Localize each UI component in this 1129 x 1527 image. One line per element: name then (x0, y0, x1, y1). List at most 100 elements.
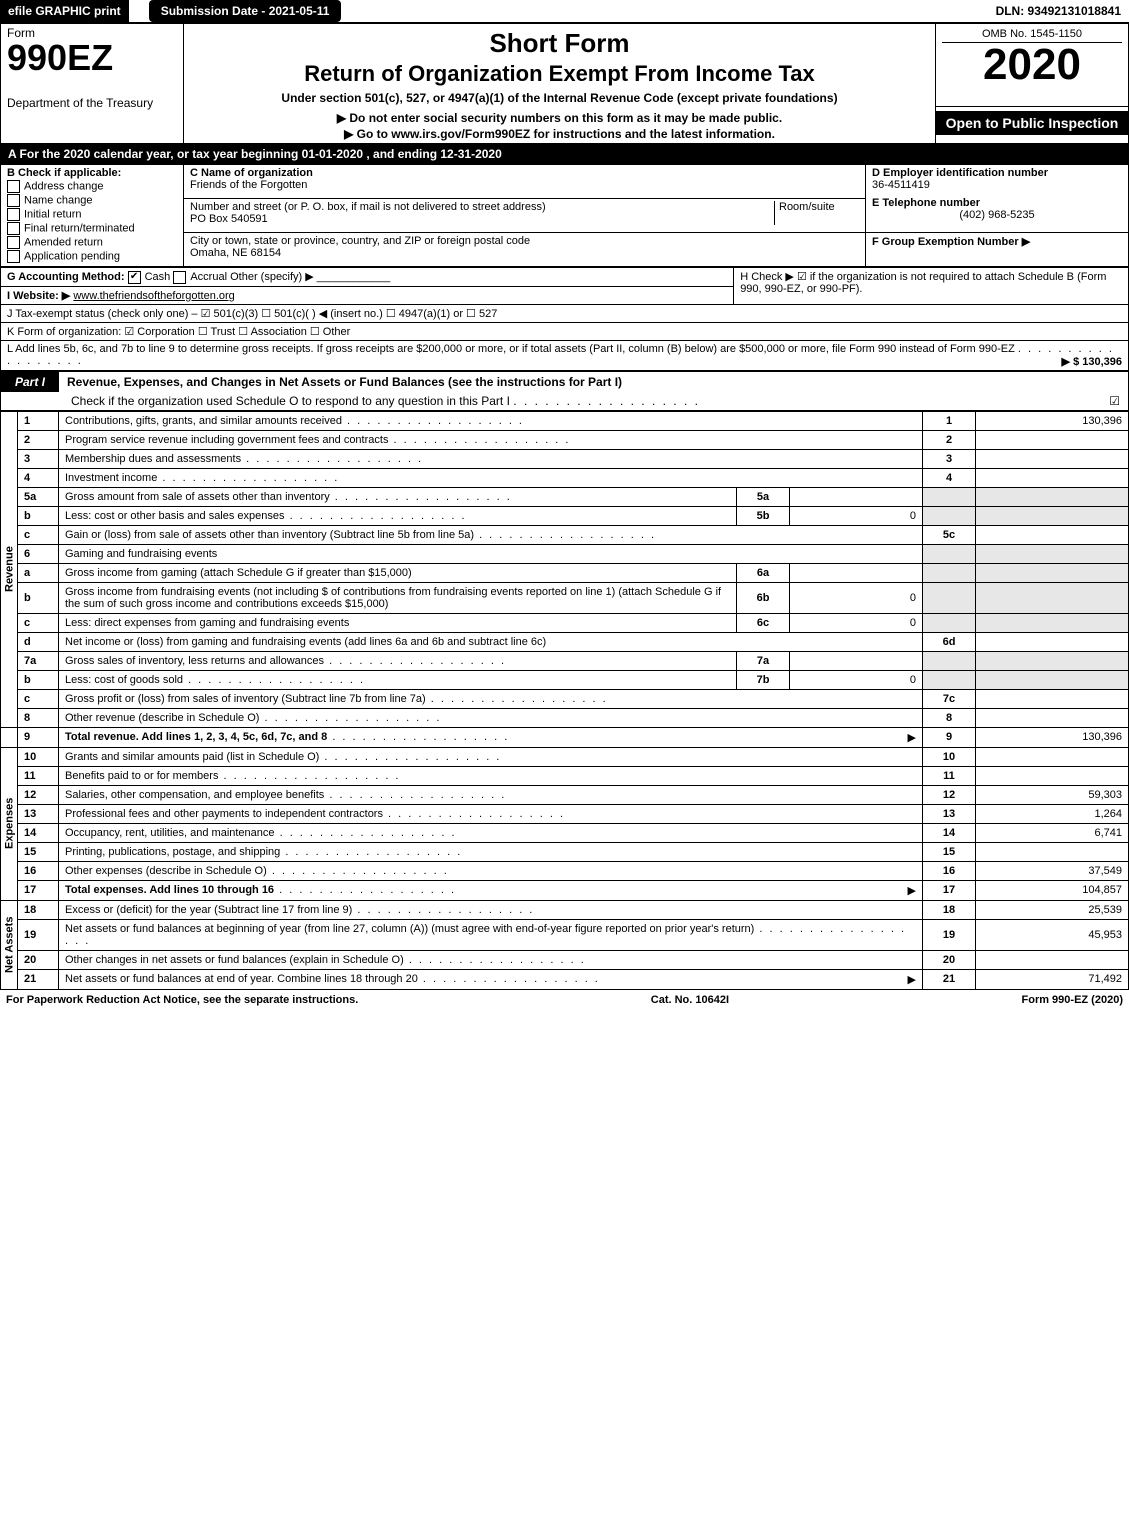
ln6b-desc: Gross income from fundraising events (no… (65, 586, 721, 610)
instructions-link[interactable]: ▶ Go to www.irs.gov/Form990EZ for instru… (190, 127, 929, 141)
ln18-amt: 25,539 (976, 900, 1129, 919)
ln3-amt (976, 449, 1129, 468)
ln3-no: 3 (18, 449, 59, 468)
ln6b-sub: 6b (737, 582, 790, 613)
ln12-col: 12 (923, 785, 976, 804)
ln19-desc: Net assets or fund balances at beginning… (65, 923, 754, 935)
ln9-arrow: ▶ (908, 731, 916, 744)
footer-mid: Cat. No. 10642I (651, 994, 729, 1006)
ln16-desc: Other expenses (describe in Schedule O) (65, 865, 267, 877)
ln6-no: 6 (18, 544, 59, 563)
ln19-no: 19 (18, 919, 59, 950)
ln17-no: 17 (18, 880, 59, 900)
city-label: City or town, state or province, country… (190, 235, 859, 247)
ln4-amt (976, 468, 1129, 487)
ln17-desc: Total expenses. Add lines 10 through 16 (65, 884, 274, 896)
side-net-assets: Net Assets (1, 900, 18, 989)
ln2-col: 2 (923, 430, 976, 449)
ln20-amt (976, 950, 1129, 969)
dept-treasury: Department of the Treasury (7, 96, 177, 110)
i-label: I Website: ▶ (7, 290, 70, 302)
ln6b-subamt: 0 (790, 582, 923, 613)
ln16-col: 16 (923, 861, 976, 880)
ln14-desc: Occupancy, rent, utilities, and maintena… (65, 827, 275, 839)
chk-cash[interactable]: ✔ (128, 271, 141, 284)
addr: PO Box 540591 (190, 213, 774, 225)
ln17-amt: 104,857 (976, 880, 1129, 900)
ln6c-subamt: 0 (790, 613, 923, 632)
ln21-no: 21 (18, 969, 59, 989)
website-link[interactable]: www.thefriendsoftheforgotten.org (73, 290, 234, 302)
l-text: L Add lines 5b, 6c, and 7b to line 9 to … (7, 343, 1015, 355)
top-bar: efile GRAPHIC print Submission Date - 20… (0, 0, 1129, 23)
short-form-title: Short Form (190, 28, 929, 59)
form-header: Form 990EZ Department of the Treasury Sh… (0, 23, 1129, 144)
ln7c-no: c (18, 689, 59, 708)
ln19-amt: 45,953 (976, 919, 1129, 950)
chk-amended-return[interactable] (7, 236, 20, 249)
chk-name-change[interactable] (7, 194, 20, 207)
ln7b-desc: Less: cost of goods sold (65, 674, 183, 686)
ln19-col: 19 (923, 919, 976, 950)
ln15-desc: Printing, publications, postage, and shi… (65, 846, 280, 858)
ln11-desc: Benefits paid to or for members (65, 770, 218, 782)
ln6a-subamt (790, 563, 923, 582)
f-label: F Group Exemption Number ▶ (872, 235, 1122, 248)
chk-final-return[interactable] (7, 222, 20, 235)
ln1-col: 1 (923, 411, 976, 430)
ln8-desc: Other revenue (describe in Schedule O) (65, 712, 259, 724)
dln: DLN: 93492131018841 (988, 0, 1129, 22)
ln3-desc: Membership dues and assessments (65, 453, 241, 465)
b-item-3: Final return/terminated (24, 222, 135, 234)
chk-address-change[interactable] (7, 180, 20, 193)
ln9-no: 9 (18, 727, 59, 747)
ln5a-no: 5a (18, 487, 59, 506)
ln8-no: 8 (18, 708, 59, 727)
public-notice: ▶ Do not enter social security numbers o… (190, 111, 929, 125)
ln7a-sub: 7a (737, 651, 790, 670)
part1-header: Part I Revenue, Expenses, and Changes in… (0, 371, 1129, 411)
ln5c-amt (976, 525, 1129, 544)
ln4-col: 4 (923, 468, 976, 487)
side-expenses: Expenses (1, 747, 18, 900)
d-label: D Employer identification number (872, 167, 1122, 179)
ln18-desc: Excess or (deficit) for the year (Subtra… (65, 904, 352, 916)
ln7c-col: 7c (923, 689, 976, 708)
ln2-no: 2 (18, 430, 59, 449)
chk-application-pending[interactable] (7, 250, 20, 263)
form-number: 990EZ (7, 40, 177, 76)
ln18-col: 18 (923, 900, 976, 919)
efile-print[interactable]: efile GRAPHIC print (0, 0, 129, 22)
ln21-desc: Net assets or fund balances at end of ye… (65, 973, 418, 985)
ln1-amt: 130,396 (976, 411, 1129, 430)
ln11-no: 11 (18, 766, 59, 785)
ln20-desc: Other changes in net assets or fund bala… (65, 954, 404, 966)
tax-year: 2020 (942, 43, 1122, 87)
ln5b-sub: 5b (737, 506, 790, 525)
chk-initial-return[interactable] (7, 208, 20, 221)
side-revenue: Revenue (1, 411, 18, 727)
ln14-no: 14 (18, 823, 59, 842)
addr-label: Number and street (or P. O. box, if mail… (190, 201, 774, 213)
g-accrual: Accrual (190, 271, 227, 283)
part1-check-note: Check if the organization used Schedule … (71, 394, 510, 408)
part1-tag: Part I (1, 372, 59, 392)
ln17-col: 17 (923, 880, 976, 900)
ln5b-no: b (18, 506, 59, 525)
ln5a-sub: 5a (737, 487, 790, 506)
city-state-zip: Omaha, NE 68154 (190, 247, 859, 259)
return-title: Return of Organization Exempt From Incom… (190, 61, 929, 87)
b-checklist: Address change Name change Initial retur… (7, 180, 177, 263)
ln7a-desc: Gross sales of inventory, less returns a… (65, 655, 324, 667)
l-amount: ▶ $ 130,396 (1062, 355, 1122, 368)
room-suite-label: Room/suite (774, 201, 859, 225)
ln7a-no: 7a (18, 651, 59, 670)
ln9-amt: 130,396 (976, 727, 1129, 747)
ln6-desc: Gaming and fundraising events (59, 544, 923, 563)
open-public-inspection: Open to Public Inspection (936, 111, 1128, 135)
chk-accrual[interactable] (173, 271, 186, 284)
ln12-desc: Salaries, other compensation, and employ… (65, 789, 324, 801)
e-label: E Telephone number (872, 197, 1122, 209)
ln6d-col: 6d (923, 632, 976, 651)
ln15-no: 15 (18, 842, 59, 861)
